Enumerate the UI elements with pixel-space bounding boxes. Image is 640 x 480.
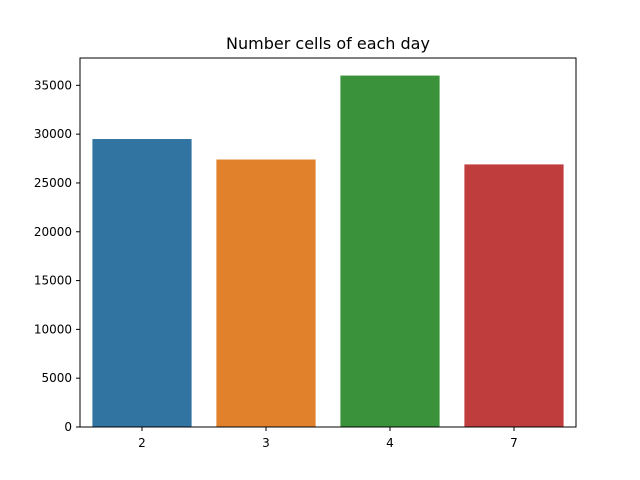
bar-day-4	[340, 75, 440, 428]
plot-frame	[79, 57, 577, 428]
y-tick-label: 5000	[41, 371, 72, 385]
y-axis: 0 5000 10000 15000 20000 25000 30000 35000	[34, 78, 80, 434]
y-tick-label: 15000	[34, 274, 72, 288]
chart-title: Number cells of each day	[226, 34, 430, 53]
y-tick-label: 25000	[34, 176, 72, 190]
x-tick-label: 2	[138, 436, 146, 450]
x-axis: 2 3 4 7	[138, 427, 518, 450]
y-tick-label: 35000	[34, 78, 72, 92]
y-tick-label: 20000	[34, 225, 72, 239]
x-tick-label: 3	[262, 436, 270, 450]
y-tick-label: 30000	[34, 127, 72, 141]
y-tick-label: 0	[64, 420, 72, 434]
bar-day-2	[92, 139, 192, 427]
y-tick-label: 10000	[34, 322, 72, 336]
bars-group	[92, 75, 564, 428]
x-tick-label: 7	[510, 436, 518, 450]
bar-day-7	[464, 164, 564, 427]
x-tick-label: 4	[386, 436, 394, 450]
bar-day-3	[216, 159, 316, 427]
